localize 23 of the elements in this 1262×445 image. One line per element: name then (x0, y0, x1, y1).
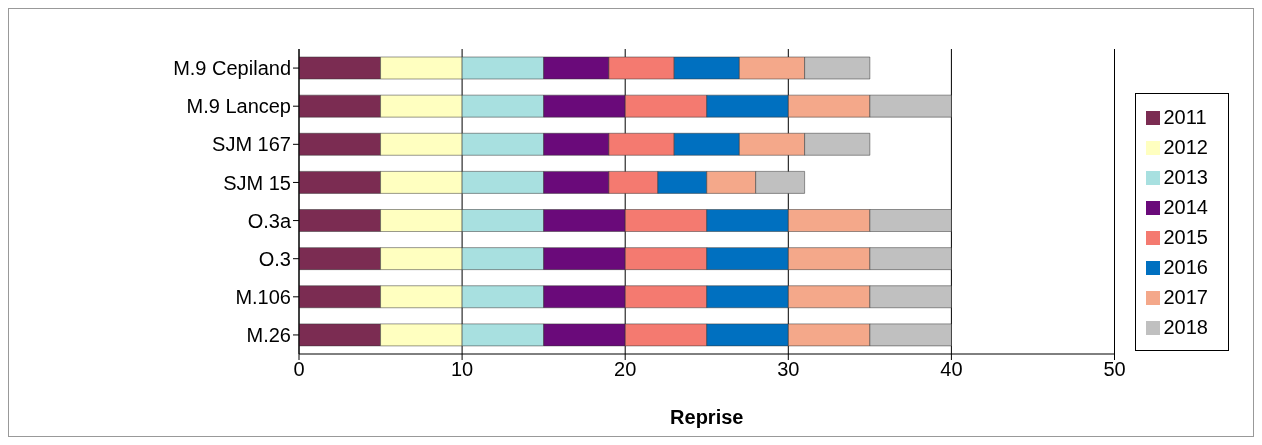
x-tick-label: 20 (614, 358, 637, 381)
y-tick-label: M.9 Lancep (186, 95, 291, 118)
legend-label: 2016 (1163, 255, 1208, 278)
legend-label: 2013 (1163, 165, 1208, 188)
y-tick-label: M.9 Cepiland (173, 57, 291, 80)
legend-label: 2012 (1163, 135, 1208, 158)
x-axis-title: Reprise (670, 406, 744, 428)
x-tick-label: 30 (777, 358, 800, 381)
legend-label: 2017 (1163, 285, 1208, 308)
legend-label: 2018 (1163, 315, 1208, 338)
y-tick-label: SJM 15 (223, 171, 291, 194)
x-tick-label: 50 (1103, 358, 1126, 381)
y-tick-label: M.26 (246, 324, 291, 347)
x-tick-label: 10 (450, 358, 474, 381)
y-tick-label: O.3a (247, 209, 292, 232)
x-tick-label: 40 (940, 358, 963, 381)
y-tick-label: M.106 (235, 285, 291, 308)
x-tick-label: 0 (293, 358, 305, 381)
y-tick-label: O.3 (258, 247, 291, 270)
y-tick-label: SJM 167 (212, 133, 291, 156)
legend-label: 2011 (1163, 105, 1207, 128)
legend-label: 2015 (1163, 225, 1208, 248)
legend-label: 2014 (1163, 195, 1208, 218)
